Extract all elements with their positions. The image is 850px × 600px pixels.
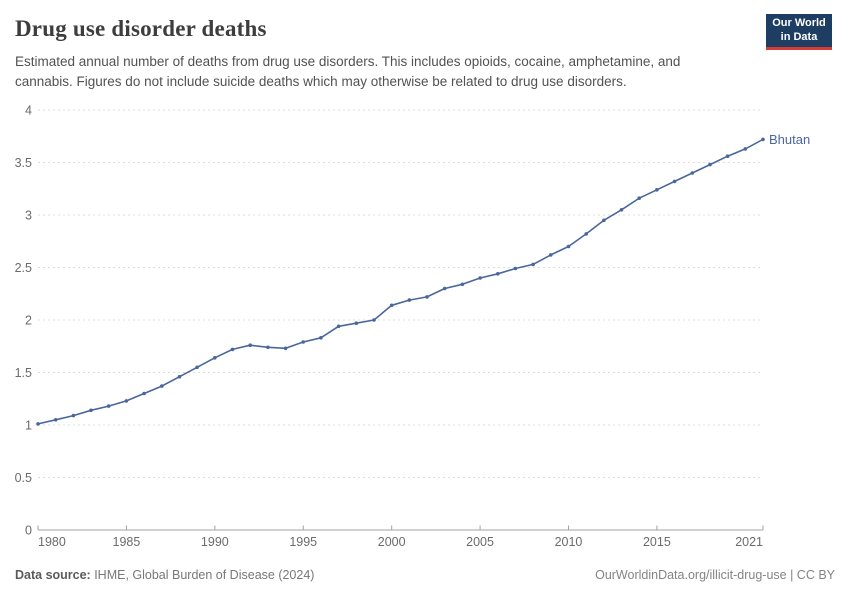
data-point-1990[interactable] (213, 356, 217, 360)
x-tick-label: 1985 (113, 535, 141, 549)
data-point-1980[interactable] (36, 422, 40, 426)
data-source-text: IHME, Global Burden of Disease (2024) (90, 568, 315, 582)
data-point-1996[interactable] (319, 336, 323, 340)
data-point-1985[interactable] (124, 399, 129, 403)
data-point-2008[interactable] (531, 262, 535, 267)
data-point-2000[interactable] (389, 303, 394, 308)
y-tick-label: 3.5 (15, 156, 32, 170)
data-point-1999[interactable] (372, 318, 376, 322)
data-point-1998[interactable] (354, 321, 359, 325)
data-point-2009[interactable] (549, 253, 553, 257)
data-point-2006[interactable] (496, 272, 500, 276)
data-source-label: Data source: (15, 568, 91, 582)
data-point-1993[interactable] (266, 345, 270, 350)
data-point-1992[interactable] (248, 343, 252, 347)
data-point-1995[interactable] (301, 340, 306, 344)
y-tick-label: 2 (25, 313, 32, 327)
data-point-2016[interactable] (672, 179, 677, 184)
data-point-1982[interactable] (71, 413, 76, 418)
data-point-2007[interactable] (513, 266, 518, 271)
data-point-2014[interactable] (637, 196, 641, 200)
data-point-1984[interactable] (106, 404, 111, 408)
x-tick-label: 2000 (378, 535, 406, 549)
data-line-Bhutan (37, 138, 764, 425)
y-tick-label: 0.5 (15, 471, 32, 485)
y-tick-label: 1 (25, 418, 32, 432)
line-chart-canvas[interactable]: 0 0.5 1 1.5 2 2.5 3 3.5 4 1980 1985 1990 1995 2000 200… (0, 95, 850, 555)
data-point-1988[interactable] (177, 374, 182, 379)
x-tick-label: 1980 (38, 535, 66, 549)
owid-logo[interactable]: Our World in Data (766, 14, 832, 50)
data-point-2018[interactable] (708, 162, 712, 167)
x-tick-label: 1990 (201, 535, 229, 549)
data-point-2005[interactable] (478, 276, 482, 280)
data-point-2001[interactable] (407, 298, 412, 302)
y-tick-label: 1.5 (15, 366, 32, 380)
x-tick-label: 2015 (643, 535, 671, 549)
owid-logo-line2: in Data (780, 30, 818, 43)
data-point-2015[interactable] (655, 188, 659, 192)
x-tick-label: 1995 (289, 535, 317, 549)
data-point-2011[interactable] (584, 232, 588, 236)
y-tick-label: 2.5 (15, 261, 32, 275)
data-point-2021[interactable] (761, 137, 765, 142)
data-point-1987[interactable] (160, 384, 164, 388)
data-point-1981[interactable] (53, 418, 58, 422)
data-point-1991[interactable] (230, 347, 235, 352)
data-point-1994[interactable] (283, 346, 288, 351)
data-point-2004[interactable] (460, 282, 465, 287)
data-point-2003[interactable] (442, 286, 447, 291)
data-point-1983[interactable] (89, 408, 93, 413)
data-point-2013[interactable] (619, 208, 624, 212)
data-point-2020[interactable] (743, 147, 748, 151)
data-point-2012[interactable] (602, 218, 606, 223)
y-tick-label: 4 (25, 103, 32, 117)
owid-logo-line1: Our World (772, 16, 826, 29)
data-point-2010[interactable] (566, 244, 571, 249)
y-tick-label: 3 (25, 208, 32, 222)
series-label-Bhutan[interactable]: Bhutan (769, 132, 810, 147)
chart-footer: Data source: IHME, Global Burden of Dise… (15, 568, 835, 582)
line-chart[interactable]: 0 0.5 1 1.5 2 2.5 3 3.5 4 1980 1985 1990 1995 2000 200… (0, 95, 850, 555)
chart-subtitle: Estimated annual number of deaths from d… (15, 54, 681, 90)
data-point-1997[interactable] (336, 324, 341, 329)
data-source: Data source: IHME, Global Burden of Dise… (15, 568, 314, 582)
page-title: Drug use disorder deaths (15, 16, 267, 41)
owid-license-link[interactable]: OurWorldinData.org/illicit-drug-use | CC… (595, 568, 835, 582)
data-point-2002[interactable] (425, 295, 429, 299)
data-point-2017[interactable] (690, 171, 695, 175)
x-tick-label: 2010 (555, 535, 583, 549)
y-tick-label: 0 (25, 523, 32, 537)
data-point-1986[interactable] (142, 391, 146, 396)
data-point-1989[interactable] (195, 365, 199, 370)
x-tick-label: 2005 (466, 535, 494, 549)
data-point-2019[interactable] (725, 154, 730, 158)
x-tick-label: 2021 (735, 535, 763, 549)
